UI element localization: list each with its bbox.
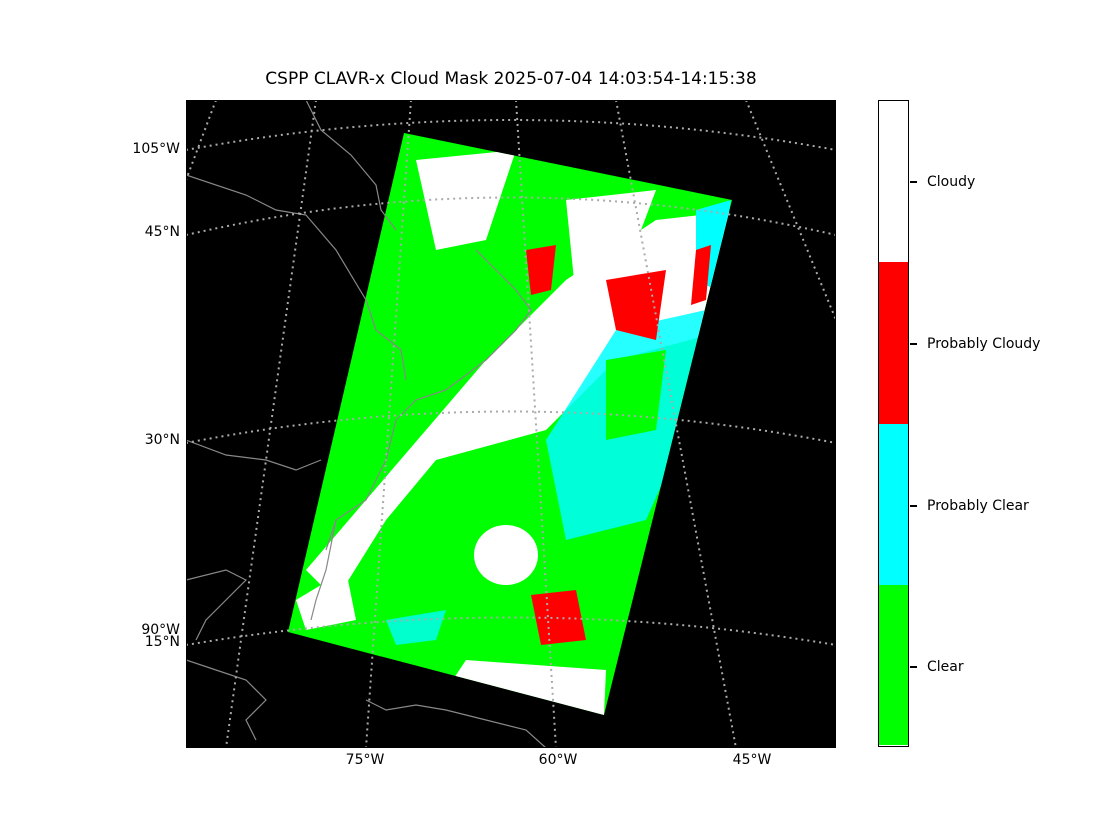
colorbar-tick: [910, 343, 917, 345]
colorbar-label-probably-cloudy: Probably Cloudy: [927, 336, 1041, 352]
map-title: CSPP CLAVR-x Cloud Mask 2025-07-04 14:03…: [265, 69, 757, 89]
label-60w: 60°W: [538, 752, 578, 768]
colorbar-probably-clear: [879, 424, 908, 585]
colorbar-tick: [910, 666, 917, 668]
label-15n: 15°N: [144, 634, 180, 650]
label-75w: 75°W: [345, 752, 385, 768]
colorbar-clear: [879, 585, 908, 745]
colorbar-tick: [910, 181, 917, 183]
colorbar: [878, 100, 909, 747]
colorbar-probably-cloudy: [879, 262, 908, 424]
colorbar-label-cloudy: Cloudy: [927, 174, 976, 190]
label-105w: 105°W: [132, 141, 180, 157]
label-30n: 30°N: [144, 432, 180, 448]
label-45n: 45°N: [144, 224, 180, 240]
coastlines: [186, 100, 547, 748]
map-canvas: [186, 100, 836, 748]
map-panel[interactable]: [186, 100, 836, 748]
label-45w: 45°W: [732, 752, 772, 768]
cloud-mask-swath: [288, 133, 732, 715]
colorbar-label-clear: Clear: [927, 659, 964, 675]
colorbar-tick: [910, 505, 917, 507]
colorbar-cloudy: [879, 101, 908, 262]
graticule: [186, 100, 836, 748]
colorbar-label-probably-clear: Probably Clear: [927, 498, 1029, 514]
label-90w: 90°W: [141, 622, 180, 638]
